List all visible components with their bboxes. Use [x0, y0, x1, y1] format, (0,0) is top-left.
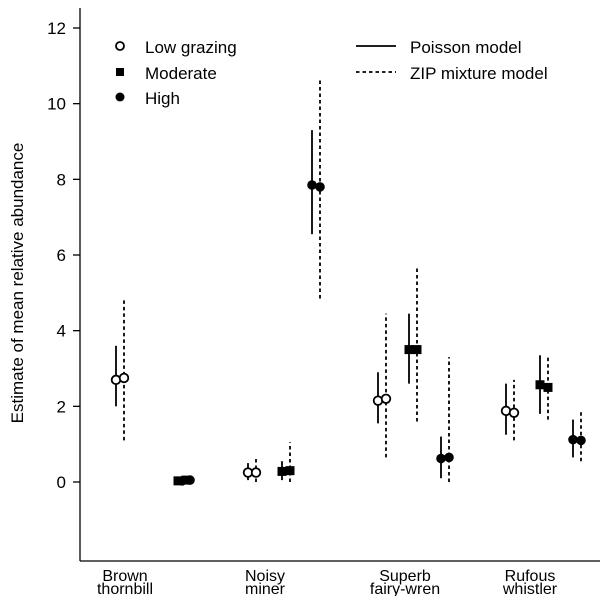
y-tick-label: 12 [47, 19, 66, 38]
high-grazing-point [576, 435, 586, 446]
point-estimates [110, 180, 586, 486]
category-label-line1: Brown [102, 568, 147, 585]
category-label-line1: Noisy [245, 568, 285, 585]
low-grazing-point [118, 372, 130, 384]
moderate-grazing-point [535, 380, 545, 390]
legend-filled-circle-icon [115, 92, 125, 102]
legend-model-label: Poisson model [410, 38, 522, 57]
moderate-grazing-point [412, 345, 422, 355]
y-tick-label: 4 [57, 322, 66, 341]
high-grazing-point [444, 452, 454, 463]
y-tick-label: 2 [57, 397, 66, 416]
high-grazing-point [568, 434, 578, 445]
legend-model-label: ZIP mixture model [410, 64, 548, 83]
high-grazing-point [185, 475, 195, 485]
legend-grazing-label: Moderate [145, 64, 217, 83]
legend-grazing-label: Low grazing [145, 38, 237, 57]
category-label-line1: Superb [379, 568, 431, 585]
y-axis-label: Estimate of mean relative abundance [8, 143, 27, 424]
legend-grazing-label: High [145, 89, 180, 108]
moderate-grazing-point [277, 466, 287, 476]
moderate-grazing-point [285, 466, 295, 476]
category-label-line1: Rufous [505, 568, 556, 585]
low-grazing-point [508, 407, 520, 418]
high-grazing-point [436, 453, 446, 464]
legend: Low grazing Moderate High Poisson model ZIP … [115, 38, 548, 108]
y-tick-label: 10 [47, 95, 66, 114]
high-grazing-point [177, 476, 187, 486]
low-grazing-point [250, 467, 262, 478]
category-label-line2: miner [245, 581, 286, 596]
error-bars [115, 79, 582, 482]
y-tick-label: 8 [57, 170, 66, 189]
y-ticks: 0 2 4 6 8 10 12 [47, 19, 80, 492]
moderate-grazing-point [543, 382, 553, 392]
category-label-line2: whistler [502, 581, 558, 596]
legend-square-icon [116, 68, 124, 76]
low-grazing-point [380, 393, 392, 404]
y-tick-label: 0 [57, 473, 66, 492]
axes [79, 8, 600, 562]
high-grazing-point [315, 182, 325, 192]
y-tick-label: 6 [57, 246, 66, 265]
category-label-line2: fairy-wren [370, 581, 440, 596]
legend-open-circle-icon [115, 41, 125, 51]
category-label-line2: thornbill [97, 581, 153, 596]
moderate-grazing-point [404, 345, 414, 355]
high-grazing-point [307, 180, 317, 190]
